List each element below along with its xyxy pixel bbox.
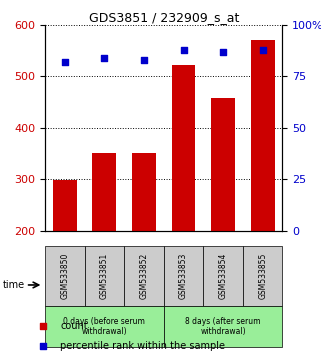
Text: count: count	[60, 321, 88, 331]
FancyBboxPatch shape	[45, 306, 164, 347]
Bar	[132, 153, 156, 334]
Text: GSM533855: GSM533855	[258, 253, 267, 299]
Point	[141, 57, 146, 63]
FancyBboxPatch shape	[164, 306, 282, 347]
Bar	[251, 40, 274, 334]
Bar	[211, 98, 235, 334]
FancyBboxPatch shape	[45, 246, 84, 306]
Bar	[92, 153, 116, 334]
Text: 0 days (before serum
withdrawal): 0 days (before serum withdrawal)	[63, 317, 145, 336]
Point	[102, 55, 107, 61]
Bar	[53, 181, 77, 334]
Text: GSM533853: GSM533853	[179, 253, 188, 299]
FancyBboxPatch shape	[124, 246, 164, 306]
Point	[40, 343, 45, 348]
Point	[221, 49, 226, 55]
FancyBboxPatch shape	[243, 246, 282, 306]
FancyBboxPatch shape	[84, 246, 124, 306]
Text: GSM533854: GSM533854	[219, 253, 228, 299]
Text: GDS3851 / 232909_s_at: GDS3851 / 232909_s_at	[89, 11, 239, 24]
FancyBboxPatch shape	[203, 246, 243, 306]
Point	[40, 324, 45, 329]
FancyBboxPatch shape	[164, 246, 203, 306]
Text: GSM533850: GSM533850	[60, 253, 69, 299]
Text: 8 days (after serum
withdrawal): 8 days (after serum withdrawal)	[185, 317, 261, 336]
Bar	[172, 65, 195, 334]
Point	[181, 47, 186, 52]
Text: percentile rank within the sample: percentile rank within the sample	[60, 341, 225, 350]
Text: GSM533852: GSM533852	[139, 253, 148, 299]
Text: time: time	[3, 280, 25, 290]
Point	[62, 59, 67, 65]
Point	[260, 47, 265, 52]
Text: GSM533851: GSM533851	[100, 253, 109, 299]
